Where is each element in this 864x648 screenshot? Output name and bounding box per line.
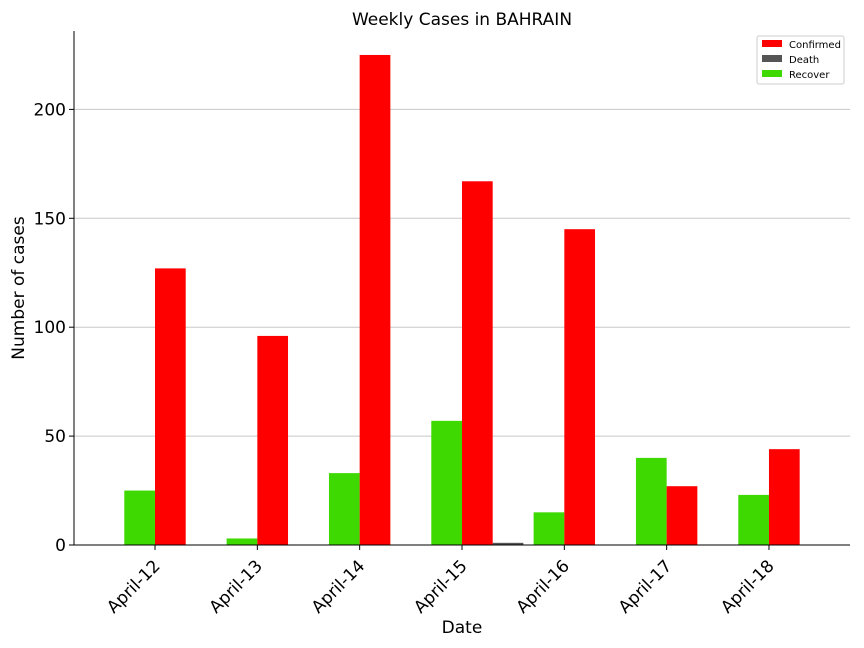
x-axis-label: Date (442, 618, 483, 638)
bar-recover-april-17 (635, 457, 667, 545)
bar-recover-april-18 (738, 494, 769, 545)
bar-confirmed-april-17 (666, 486, 698, 545)
y-tick-label: 0 (55, 536, 66, 556)
legend-swatch-death (762, 55, 782, 62)
legend-swatch-recover (762, 70, 782, 77)
chart-title: Weekly Cases in BAHRAIN (352, 10, 572, 30)
legend-label-death: Death (789, 55, 819, 66)
bar-recover-april-14 (328, 473, 360, 545)
x-tick-label: April-13 (206, 556, 267, 617)
bar-confirmed-april-18 (768, 449, 800, 545)
x-tick-label: April-17 (615, 556, 676, 617)
x-tick-label: April-16 (513, 556, 574, 617)
y-ticks: 0 50 100 150 200 (34, 100, 74, 556)
x-tick-label: April-14 (308, 556, 369, 617)
y-axis-label: Number of cases (9, 216, 29, 360)
bar-confirmed-april-16 (564, 229, 596, 545)
y-tick-label: 100 (34, 318, 66, 338)
bar-recover-april-12 (124, 490, 155, 545)
y-tick-label: 50 (44, 427, 66, 447)
legend-label-recover: Recover (789, 70, 830, 81)
y-tick-label: 150 (34, 209, 66, 229)
x-ticks: April-12 April-13 April-14 April-15 April-16… (103, 545, 779, 618)
legend-label-confirmed: Confirmed (789, 40, 841, 51)
bar-recover-april-16 (533, 512, 565, 545)
x-tick-label: April-18 (717, 556, 778, 617)
legend: Confirmed Death Recover (756, 35, 845, 85)
bar-confirmed-april-12 (155, 268, 186, 545)
bar-confirmed-april-13 (257, 335, 289, 545)
bars (124, 54, 800, 545)
bar-confirmed-april-14 (359, 54, 391, 545)
y-tick-label: 200 (34, 100, 66, 120)
bar-confirmed-april-15 (461, 181, 493, 545)
x-tick-label: April-12 (103, 556, 164, 617)
bar-recover-april-15 (431, 420, 462, 545)
bar-recover-april-13 (226, 538, 258, 545)
legend-swatch-confirmed (762, 40, 782, 47)
x-tick-label: April-15 (410, 556, 471, 617)
bar-death-april-15 (492, 542, 524, 545)
